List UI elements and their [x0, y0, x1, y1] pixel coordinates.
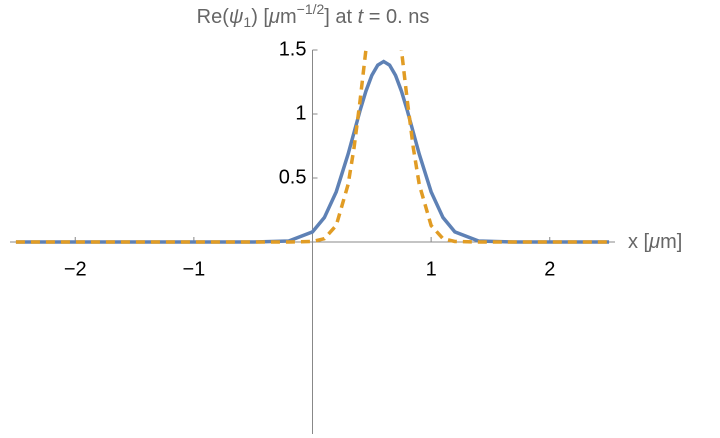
- y-tick-label: 1.5: [279, 38, 307, 60]
- y-tick-label: 1: [295, 102, 306, 124]
- x-axis-label: x [μm]: [628, 231, 682, 253]
- series-line: [15, 50, 610, 244]
- y-tick-label: 0.5: [279, 166, 307, 188]
- x-tick-label: −2: [64, 258, 87, 280]
- x-tick-label: 1: [426, 258, 437, 280]
- chart-title: Re(ψ1) [μm−1/2] at t = 0. ns: [197, 1, 430, 30]
- x-tick-label: −1: [182, 258, 205, 280]
- x-tick-label: 2: [544, 258, 555, 280]
